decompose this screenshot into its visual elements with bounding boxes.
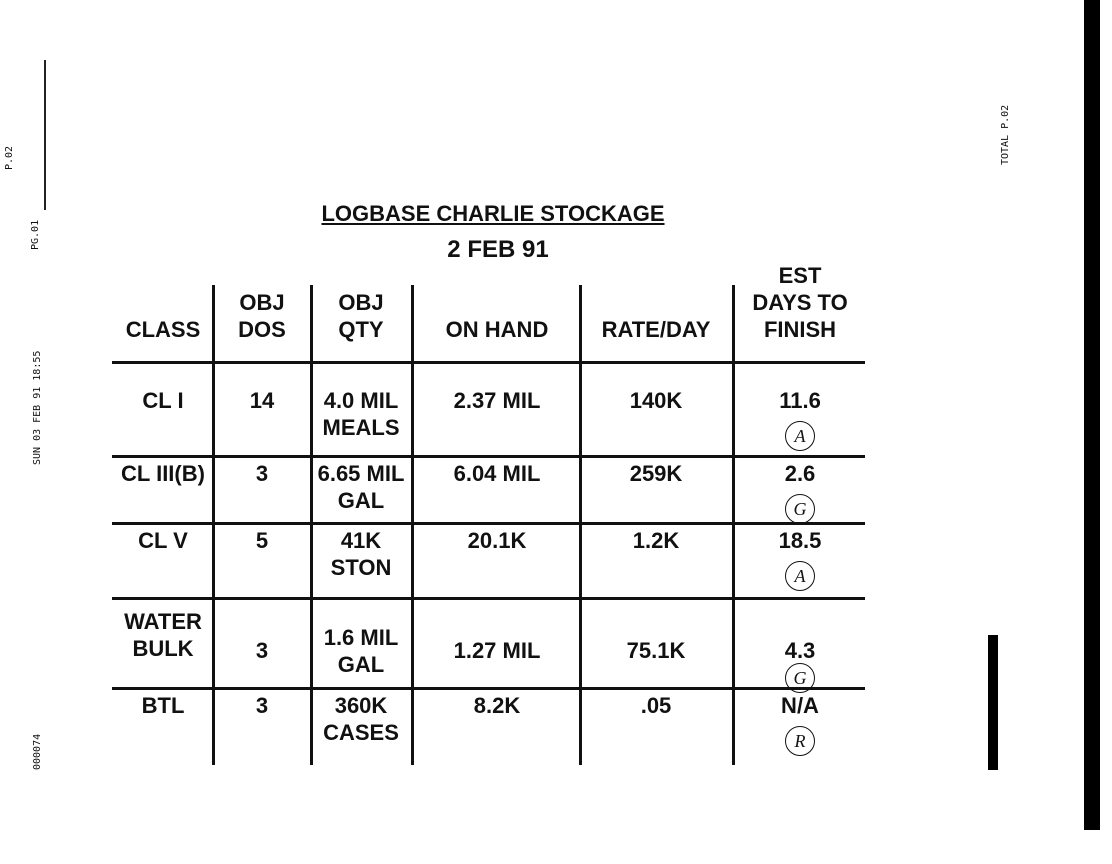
table-cell: MEALS <box>322 415 400 440</box>
rating-circle: A <box>785 421 815 451</box>
title: LOGBASE CHARLIE STOCKAGE <box>321 201 665 226</box>
margin-text: PG.01 <box>30 219 41 250</box>
column-rule <box>579 285 582 765</box>
column-header: DAYS TO <box>752 290 848 315</box>
table-cell: 1.2K <box>632 528 680 553</box>
header-rule <box>112 361 865 364</box>
date: 2 FEB 91 <box>447 236 549 263</box>
column-rule <box>310 285 313 765</box>
column-header: OBJ <box>338 290 384 315</box>
column-rule <box>732 285 735 765</box>
table-cell: 4.0 MIL <box>323 388 399 413</box>
margin-rule <box>44 60 46 210</box>
column-rule <box>411 285 414 765</box>
table-cell: 3 <box>255 461 269 486</box>
table-cell: 2.6 <box>784 461 816 486</box>
column-header: CLASS <box>125 317 201 342</box>
rating-circle: G <box>785 663 815 693</box>
column-header: OBJ <box>239 290 285 315</box>
table-cell: 259K <box>629 461 683 486</box>
table-cell: CL III(B) <box>121 461 205 486</box>
rating-circle: G <box>785 494 815 524</box>
table-cell: WATER <box>124 609 202 634</box>
column-header: EST <box>778 263 822 288</box>
column-rule <box>212 285 215 765</box>
table-cell: CL I <box>142 388 184 413</box>
table-cell: 140K <box>629 388 683 413</box>
table-cell: 1.6 MIL <box>323 625 399 650</box>
margin-text: TOTAL P.02 <box>1000 104 1011 165</box>
table-cell: 18.5 <box>778 528 822 553</box>
table-cell: 360K <box>334 693 388 718</box>
column-header: ON HAND <box>445 317 549 342</box>
table-cell: 41K <box>340 528 382 553</box>
table-cell: GAL <box>337 652 385 677</box>
scan-mark <box>988 635 998 770</box>
margin-text: SUN 03 FEB 91 18:55 <box>32 350 43 465</box>
column-header: FINISH <box>763 317 837 342</box>
table-cell: 5 <box>255 528 269 553</box>
table-cell: 3 <box>255 638 269 663</box>
table-cell: STON <box>330 555 392 580</box>
table-cell: 2.37 MIL <box>453 388 541 413</box>
table-cell: 75.1K <box>626 638 686 663</box>
table-cell: 8.2K <box>473 693 521 718</box>
table-cell: BULK <box>132 636 194 661</box>
table-cell: BTL <box>141 693 185 718</box>
column-header: RATE/DAY <box>601 317 711 342</box>
table-cell: CASES <box>323 720 399 745</box>
margin-text: 000074 <box>32 733 43 770</box>
rating-circle: R <box>785 726 815 756</box>
table-cell: 6.04 MIL <box>453 461 541 486</box>
scan-edge <box>1084 0 1100 830</box>
row-rule <box>112 455 865 458</box>
table-cell: .05 <box>640 693 672 718</box>
table-cell: 1.27 MIL <box>453 638 541 663</box>
table-cell: GAL <box>337 488 385 513</box>
table-cell: 3 <box>255 693 269 718</box>
row-rule <box>112 522 865 525</box>
rating-circle: A <box>785 561 815 591</box>
table-cell: 14 <box>249 388 275 413</box>
table-cell: 20.1K <box>467 528 527 553</box>
table-cell: 11.6 <box>779 388 821 413</box>
table-cell: N/A <box>781 693 819 718</box>
margin-text: P.02 <box>4 145 15 170</box>
column-header: DOS <box>238 317 286 342</box>
column-header: QTY <box>338 317 384 342</box>
table-cell: CL V <box>138 528 188 553</box>
table-cell: 4.3 <box>784 638 816 663</box>
table-cell: 6.65 MIL <box>317 461 405 486</box>
row-rule <box>112 687 865 690</box>
row-rule <box>112 597 865 600</box>
